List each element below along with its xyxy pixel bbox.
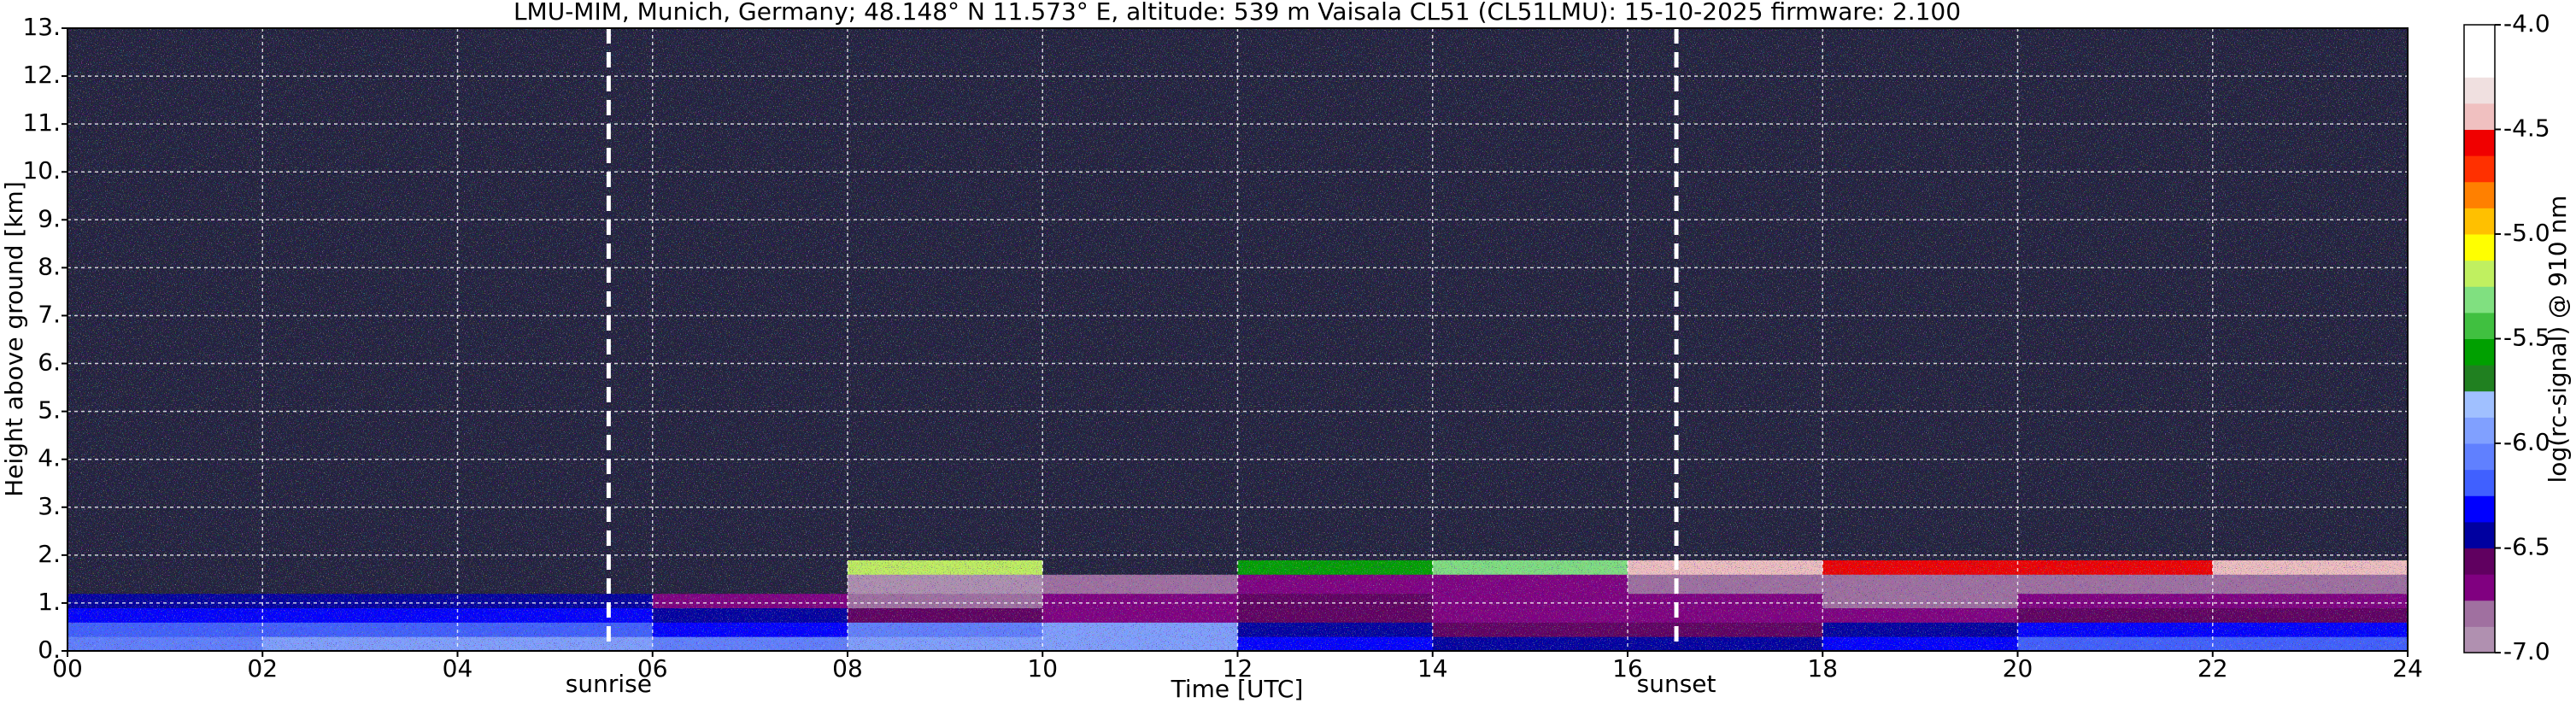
colorbar-segment: [2464, 443, 2495, 471]
plot-overlay: [67, 27, 2409, 652]
y-tick-label: 11.: [22, 108, 61, 137]
x-tick-label: 02: [247, 654, 278, 683]
colorbar-segment: [2464, 286, 2495, 313]
y-tick-label: 8.: [38, 252, 61, 280]
y-tick-label: 0.: [38, 636, 61, 664]
colorbar-segment: [2464, 417, 2495, 444]
colorbar-segment: [2464, 260, 2495, 287]
colorbar-segment: [2464, 600, 2495, 627]
x-tick-label: 04: [443, 654, 473, 683]
colorbar-tick-label: -5.0: [2503, 219, 2550, 247]
y-tick-label: 10.: [22, 156, 61, 185]
x-tick-label: 06: [637, 654, 668, 683]
colorbar-segment: [2464, 548, 2495, 575]
colorbar-segment: [2464, 390, 2495, 418]
colorbar-segment: [2464, 495, 2495, 523]
x-tick-label: 00: [52, 654, 83, 683]
colorbar-segment: [2464, 574, 2495, 601]
colorbar-label: log(rc-signal) @ 910 nm: [2544, 196, 2572, 483]
y-tick-label: 1.: [38, 588, 61, 616]
colorbar-segment: [2464, 181, 2495, 208]
colorbar-tick-label: -5.5: [2503, 324, 2550, 352]
x-tick-label: 12: [1223, 654, 1253, 683]
colorbar-segment: [2464, 25, 2495, 52]
colorbar-tick-label: -7.0: [2503, 637, 2550, 665]
colorbar-tick-label: -6.0: [2503, 428, 2550, 456]
colorbar-segment: [2464, 234, 2495, 261]
colorbar-segment: [2464, 469, 2495, 496]
y-tick-label: 12.: [22, 61, 61, 89]
x-tick-label: 10: [1027, 654, 1058, 683]
y-axis-label: Height above ground [km]: [0, 181, 28, 497]
x-tick-label: 22: [2198, 654, 2228, 683]
x-tick-label: 18: [1807, 654, 1838, 683]
chart-title: LMU-MIM, Munich, Germany; 48.148° N 11.5…: [513, 0, 1961, 26]
colorbar-tick-label: -6.5: [2503, 533, 2550, 561]
x-tick-label: 24: [2392, 654, 2423, 683]
sun-event-label: sunrise: [566, 670, 652, 698]
colorbar-segment: [2464, 129, 2495, 156]
y-tick-label: 6.: [38, 349, 61, 377]
colorbar-segment: [2464, 208, 2495, 235]
colorbar-segment: [2464, 338, 2495, 366]
colorbar-segment: [2464, 312, 2495, 339]
y-tick-label: 13.: [22, 13, 61, 41]
x-tick-label: 20: [2003, 654, 2033, 683]
colorbar-segment: [2464, 103, 2495, 130]
y-tick-label: 4.: [38, 444, 61, 472]
x-axis-label: Time [UTC]: [1171, 675, 1304, 703]
colorbar-segment: [2464, 77, 2495, 104]
colorbar-tick-label: -4.5: [2503, 114, 2550, 143]
y-tick-label: 2.: [38, 540, 61, 568]
y-tick-label: 9.: [38, 204, 61, 232]
x-tick-label: 16: [1612, 654, 1643, 683]
colorbar-segment: [2464, 365, 2495, 392]
colorbar-segment: [2464, 521, 2495, 548]
colorbar-segment: [2464, 155, 2495, 183]
colorbar-segment: [2464, 50, 2495, 78]
x-tick-label: 14: [1417, 654, 1448, 683]
colorbar-segment: [2464, 626, 2495, 653]
y-tick-label: 7.: [38, 300, 61, 328]
colorbar-tick-label: -4.0: [2503, 9, 2550, 38]
y-tick-label: 5.: [38, 396, 61, 425]
x-tick-label: 08: [832, 654, 863, 683]
sun-event-label: sunset: [1637, 670, 1716, 698]
y-tick-label: 3.: [38, 492, 61, 520]
